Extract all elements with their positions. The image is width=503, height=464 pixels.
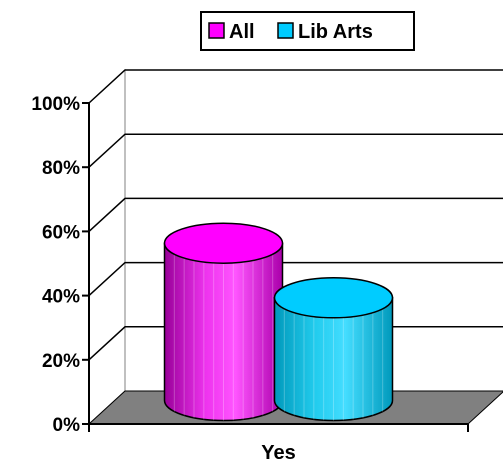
- bar-lib-arts-0: [273, 277, 394, 422]
- gridline-5: [88, 69, 503, 104]
- bar-body: [273, 297, 394, 422]
- side-wall: [88, 68, 126, 426]
- y-tick-label-5: 100%: [31, 94, 80, 115]
- gridline-2: [88, 261, 503, 297]
- gridline-3: [88, 197, 503, 232]
- legend-label-1: Lib Arts: [298, 21, 373, 43]
- legend-box: [200, 11, 415, 51]
- y-tick-label-4: 80%: [42, 158, 80, 179]
- legend-label-0: All: [229, 21, 255, 43]
- bars: [163, 222, 394, 422]
- bar-all-0: [163, 222, 284, 422]
- bar-top: [163, 222, 284, 264]
- gridline-4: [88, 133, 503, 168]
- y-tick-label-0: 0%: [53, 415, 81, 436]
- x-tick-label-0: Yes: [261, 442, 295, 464]
- legend-swatch-1: [277, 22, 294, 39]
- y-tick-label-1: 20%: [42, 351, 80, 372]
- y-tick-label-3: 60%: [42, 222, 80, 243]
- gridlines: [88, 69, 503, 361]
- axes: 0% 20% 40% 60% 80% 100% Yes: [31, 94, 469, 464]
- legend: All Lib Arts: [200, 11, 415, 51]
- y-tick-label-2: 40%: [42, 287, 80, 308]
- legend-swatch-0: [208, 22, 225, 39]
- bar-top: [273, 277, 394, 319]
